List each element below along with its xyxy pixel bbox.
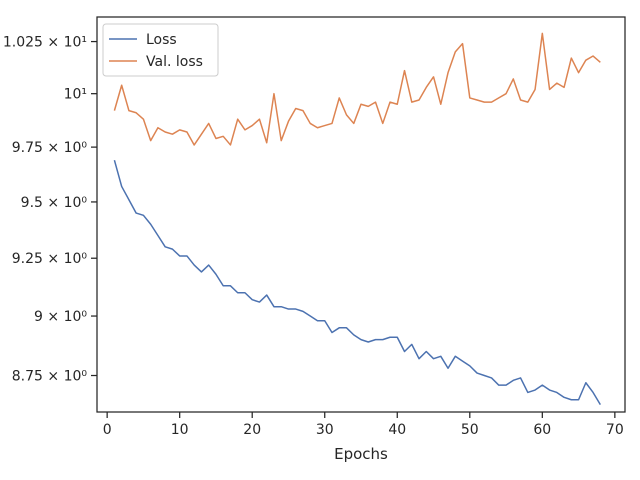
legend-label-loss: Loss <box>146 32 177 48</box>
series-line-loss <box>113 159 601 406</box>
x-tick-label: 10 <box>171 422 189 438</box>
x-tick-label: 50 <box>461 422 479 438</box>
y-tick-label: 9.75 × 10⁰ <box>12 140 88 156</box>
series-line-val-loss <box>113 32 601 146</box>
x-tick-label: 20 <box>243 422 261 438</box>
y-tick-label: 8.75 × 10⁰ <box>12 369 88 385</box>
y-tick-label: 10¹ <box>64 87 87 103</box>
y-tick-label: 9.25 × 10⁰ <box>12 251 88 267</box>
plot-frame <box>96 16 626 413</box>
legend-label-val-loss: Val. loss <box>146 54 203 70</box>
axes: 0 10 20 30 40 50 60 70 8.75 × 10⁰ 9 × 10⁰ 9.25 × 1… <box>3 16 626 438</box>
legend-box <box>102 23 219 77</box>
x-tick-label: 40 <box>388 422 406 438</box>
x-tick-label: 70 <box>606 422 624 438</box>
x-axis-label: Epochs <box>334 445 388 463</box>
y-tick-label: 9.5 × 10⁰ <box>21 195 88 211</box>
x-tick-label: 60 <box>533 422 551 438</box>
x-tick-label: 0 <box>103 422 112 438</box>
y-tick-label: 1.025 × 10¹ <box>3 35 87 51</box>
legend: Loss Val. loss <box>102 23 219 77</box>
x-tick-label: 30 <box>316 422 334 438</box>
plot-lines <box>113 32 601 406</box>
y-tick-label: 9 × 10⁰ <box>34 309 87 325</box>
